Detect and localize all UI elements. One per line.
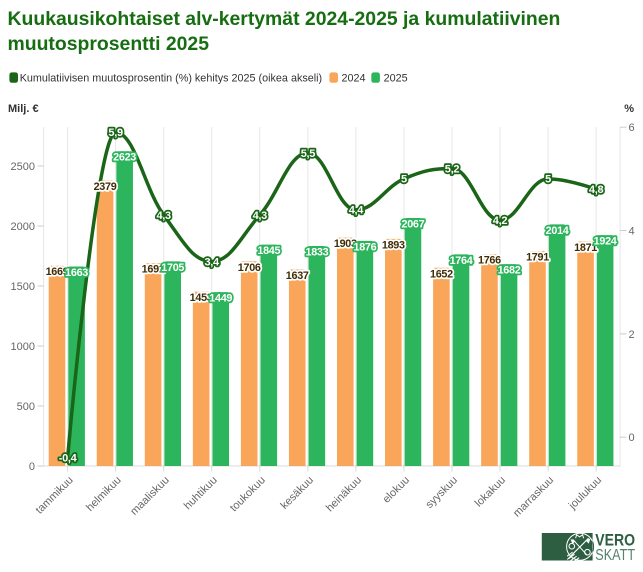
svg-text:5: 5	[545, 174, 551, 186]
svg-text:4,8: 4,8	[589, 184, 604, 196]
svg-text:2024: 2024	[342, 73, 366, 85]
svg-text:5: 5	[401, 174, 407, 186]
svg-text:3,4: 3,4	[204, 256, 220, 268]
svg-text:1682: 1682	[498, 265, 521, 277]
svg-text:1453: 1453	[190, 292, 213, 304]
svg-text:1924: 1924	[594, 236, 617, 248]
svg-text:5,5: 5,5	[301, 148, 316, 160]
svg-text:Kumulatiivisen muutosprosentin: Kumulatiivisen muutosprosentin (%) kehit…	[20, 73, 322, 85]
svg-text:1449: 1449	[209, 293, 232, 305]
svg-text:1000: 1000	[11, 341, 35, 353]
svg-text:1500: 1500	[11, 281, 35, 293]
svg-text:1876: 1876	[353, 241, 376, 253]
svg-text:1871: 1871	[574, 242, 597, 254]
svg-text:1893: 1893	[382, 239, 405, 251]
svg-text:%: %	[624, 103, 634, 115]
svg-text:5,9: 5,9	[108, 127, 123, 139]
svg-text:1833: 1833	[305, 247, 328, 259]
svg-text:2500: 2500	[11, 161, 35, 173]
svg-text:2623: 2623	[113, 152, 136, 164]
svg-text:500: 500	[17, 401, 35, 413]
svg-text:4,2: 4,2	[493, 215, 508, 227]
svg-text:1706: 1706	[238, 262, 261, 274]
svg-text:2014: 2014	[546, 225, 569, 237]
svg-text:4,3: 4,3	[253, 210, 268, 222]
svg-text:2067: 2067	[401, 219, 424, 231]
svg-text:4,3: 4,3	[156, 210, 171, 222]
svg-text:1705: 1705	[161, 262, 184, 274]
svg-text:1791: 1791	[526, 252, 549, 264]
svg-text:2000: 2000	[11, 221, 35, 233]
svg-text:4: 4	[629, 226, 635, 238]
svg-text:muutosprosentti 2025: muutosprosentti 2025	[8, 33, 210, 55]
svg-text:1669: 1669	[46, 266, 69, 278]
svg-text:Kuukausikohtaiset alv-kertymät: Kuukausikohtaiset alv-kertymät 2024-2025…	[8, 8, 561, 30]
svg-text:2379: 2379	[94, 181, 117, 193]
svg-text:SKATT: SKATT	[595, 547, 635, 564]
svg-text:VERO: VERO	[595, 532, 635, 550]
svg-text:1691: 1691	[142, 264, 165, 276]
svg-text:4,4: 4,4	[349, 205, 365, 217]
svg-text:1663: 1663	[65, 267, 88, 279]
svg-text:1766: 1766	[478, 255, 501, 267]
svg-text:1637: 1637	[286, 270, 309, 282]
svg-text:-0,4: -0,4	[59, 453, 78, 465]
svg-text:6: 6	[629, 122, 635, 134]
svg-text:1845: 1845	[257, 245, 280, 257]
svg-text:2: 2	[629, 329, 635, 341]
svg-text:0: 0	[29, 461, 35, 473]
svg-text:5,2: 5,2	[445, 163, 460, 175]
svg-text:0: 0	[629, 432, 635, 444]
svg-text:1652: 1652	[430, 268, 453, 280]
svg-text:2025: 2025	[384, 73, 408, 85]
svg-text:Milj. €: Milj. €	[8, 103, 39, 115]
svg-text:1903: 1903	[334, 238, 357, 250]
svg-text:1764: 1764	[450, 255, 473, 267]
